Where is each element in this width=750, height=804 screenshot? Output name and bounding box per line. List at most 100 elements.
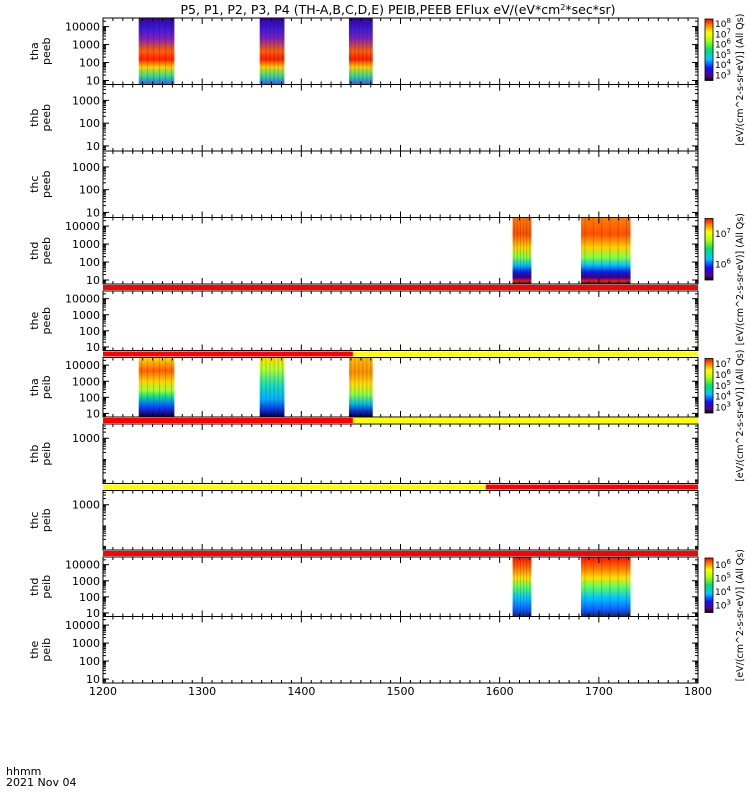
colorbar-tick-exp-tha-peeb-7: 7 xyxy=(726,27,730,35)
plot-frame-tha-peib xyxy=(102,357,699,418)
x-tick-label-1300: 1300 xyxy=(188,685,216,698)
colorbar-tick-label-thd-peib-3: 103 xyxy=(715,599,731,612)
y-axis-label-the-peib: thepeib xyxy=(28,638,53,662)
colorbar-tick-base-tha-peib-5: 10 xyxy=(715,382,727,392)
y-axis-label-thc-peib: thcpeib xyxy=(28,508,53,532)
data-block-tha-peeb-2 xyxy=(348,18,373,85)
y-axis-label-product-thb-peeb: peeb xyxy=(40,104,53,132)
y-axis-label-thd-peib: thdpeib xyxy=(28,575,53,599)
y-tick-label-tha-peeb-10000: 10000 xyxy=(65,21,100,34)
y-axis-label-product-tha-peeb: peeb xyxy=(40,37,53,65)
colorbar-tick-base-thd-peeb-7: 10 xyxy=(715,230,727,240)
colorbar-tick-exp-tha-peeb-5: 5 xyxy=(726,48,730,56)
y-tick-label-thd-peeb-10000: 10000 xyxy=(65,220,100,233)
colorbar-tick-label-thd-peib-4: 104 xyxy=(715,585,731,598)
panel-thc-peib: 1000 thcpeib xyxy=(28,484,699,551)
colorbar-tick-base-tha-peeb-5: 10 xyxy=(715,51,727,61)
data-block-thd-peib-1 xyxy=(580,557,631,617)
plot-frame-the-peeb xyxy=(102,290,699,351)
coverage-bar-the-peeb-0 xyxy=(103,285,698,290)
panel-tha-peeb: 10100100010000thapeeb108107106105104103[… xyxy=(28,14,746,146)
colorbar-label-thd-peib: [eV/(cm^2-s-sr-eV)] (All Qs) xyxy=(735,549,746,681)
colorbar-tick-base-thd-peib-6: 10 xyxy=(715,561,727,571)
plot-frame-thc-peeb xyxy=(102,150,699,218)
y-axis-label-probe-tha-peib: tha xyxy=(28,378,41,396)
colorbar-tick-base-tha-peib-3: 10 xyxy=(715,404,727,414)
panel-the-peib: 10 100 1000 10000 thepeib xyxy=(28,616,699,686)
colorbar-tick-label-tha-peeb-4: 104 xyxy=(715,58,731,71)
x-axis-label-hhmm: hhmm xyxy=(6,765,41,778)
colorbar-tick-exp-thd-peeb-7: 7 xyxy=(726,227,730,235)
y-axis-label-probe-thc-peeb: thc xyxy=(28,176,41,193)
y-axis-label-probe-thb-peeb: thb xyxy=(28,109,41,127)
y-tick-label-tha-peib-1000: 1000 xyxy=(72,375,100,388)
plot-frame-thb-peib xyxy=(102,423,699,484)
colorbar-label-tha-peib: [eV/(cm^2-s-sr-eV)] (All Qs) xyxy=(735,350,746,482)
chart-title-tail: *sec*sr) xyxy=(565,2,615,17)
colorbar-tick-base-tha-peib-6: 10 xyxy=(715,371,727,381)
y-tick-label-the-peib-1000: 1000 xyxy=(72,637,100,650)
colorbar-tick-label-tha-peeb-6: 106 xyxy=(715,38,731,51)
y-tick-label-the-peeb-1000: 1000 xyxy=(72,309,100,322)
y-tick-label-the-peeb-10000: 10000 xyxy=(65,293,100,306)
colorbar-tick-label-tha-peib-5: 105 xyxy=(715,379,731,392)
y-axis-label-probe-thd-peib: thd xyxy=(28,578,41,596)
colorbar-tick-exp-tha-peib-5: 5 xyxy=(726,379,730,387)
coverage-bar-tha-peib-0 xyxy=(103,351,353,357)
colorbar-tick-base-tha-peib-7: 10 xyxy=(715,360,727,370)
data-block-tha-peib-2 xyxy=(348,357,373,417)
y-tick-label-thc-peib-1000: 1000 xyxy=(72,499,100,512)
colorbar-tick-base-thd-peib-4: 10 xyxy=(715,588,727,598)
y-axis-label-thb-peeb: thbpeeb xyxy=(28,104,53,132)
data-block-thd-peib-0 xyxy=(512,557,532,617)
colorbar-tick-label-thd-peib-5: 105 xyxy=(715,571,731,584)
y-tick-label-the-peib-100: 100 xyxy=(79,655,100,668)
x-tick-label-1200: 1200 xyxy=(89,685,117,698)
y-axis-label-probe-the-peeb: the xyxy=(28,311,41,329)
plot-frame-thb-peeb xyxy=(102,84,699,152)
colorbar-thd-peeb xyxy=(704,218,714,281)
colorbar-tick-label-thd-peeb-6: 106 xyxy=(715,258,731,271)
y-tick-label-the-peeb-10: 10 xyxy=(86,341,100,354)
y-tick-label-tha-peib-100: 100 xyxy=(79,391,100,404)
colorbar-tick-label-tha-peeb-5: 105 xyxy=(715,48,731,61)
colorbar-tick-exp-tha-peib-4: 4 xyxy=(726,390,731,398)
coverage-bar-thb-peib-1 xyxy=(352,418,698,423)
y-tick-label-thd-peib-10000: 10000 xyxy=(65,559,100,572)
colorbar-tick-exp-tha-peib-6: 6 xyxy=(726,368,731,376)
colorbar-tick-exp-tha-peib-7: 7 xyxy=(726,357,730,365)
colorbar-tick-base-tha-peeb-6: 10 xyxy=(715,41,727,51)
x-tick-label-1400: 1400 xyxy=(287,685,315,698)
data-block-tha-peeb-0 xyxy=(138,18,175,85)
y-axis-label-product-thb-peib: peib xyxy=(40,442,53,466)
plot-frame-the-peib xyxy=(102,616,699,684)
colorbar-tick-exp-tha-peeb-3: 3 xyxy=(726,68,730,76)
chart-title-main: P5, P1, P2, P3, P4 (TH-A,B,C,D,E) PEIB,P… xyxy=(181,2,561,17)
colorbar-tick-exp-tha-peeb-8: 8 xyxy=(726,17,730,25)
colorbar-tha-peib xyxy=(704,358,714,414)
plot-frame-tha-peeb xyxy=(102,17,699,85)
y-axis-label-product-thc-peib: peib xyxy=(40,508,53,532)
y-axis-label-tha-peib: thapeib xyxy=(28,375,53,399)
y-tick-label-thc-peeb-1000: 1000 xyxy=(72,161,100,174)
x-tick-label-1500: 1500 xyxy=(387,685,415,698)
y-tick-label-tha-peib-10000: 10000 xyxy=(65,359,100,372)
data-block-thd-peeb-0 xyxy=(512,217,532,284)
colorbar-tick-exp-thd-peib-5: 5 xyxy=(726,571,730,579)
x-axis-label-date: 2021 Nov 04 xyxy=(6,776,76,789)
colorbar-tick-base-tha-peeb-8: 10 xyxy=(715,20,727,30)
colorbar-tick-exp-thd-peib-3: 3 xyxy=(726,599,730,607)
data-block-tha-peib-0 xyxy=(138,357,175,417)
colorbar-tick-label-tha-peeb-7: 107 xyxy=(715,27,731,40)
colorbar-tha-peeb xyxy=(704,18,714,81)
y-tick-label-tha-peeb-10: 10 xyxy=(86,75,100,88)
colorbar-tick-base-thd-peib-5: 10 xyxy=(715,574,727,584)
colorbar-tick-exp-tha-peeb-4: 4 xyxy=(726,58,731,66)
y-tick-label-the-peib-10000: 10000 xyxy=(65,619,100,632)
x-tick-label-1700: 1700 xyxy=(585,685,613,698)
y-axis-label-product-thd-peib: peib xyxy=(40,575,53,599)
colorbar-tick-label-tha-peib-6: 106 xyxy=(715,368,731,381)
